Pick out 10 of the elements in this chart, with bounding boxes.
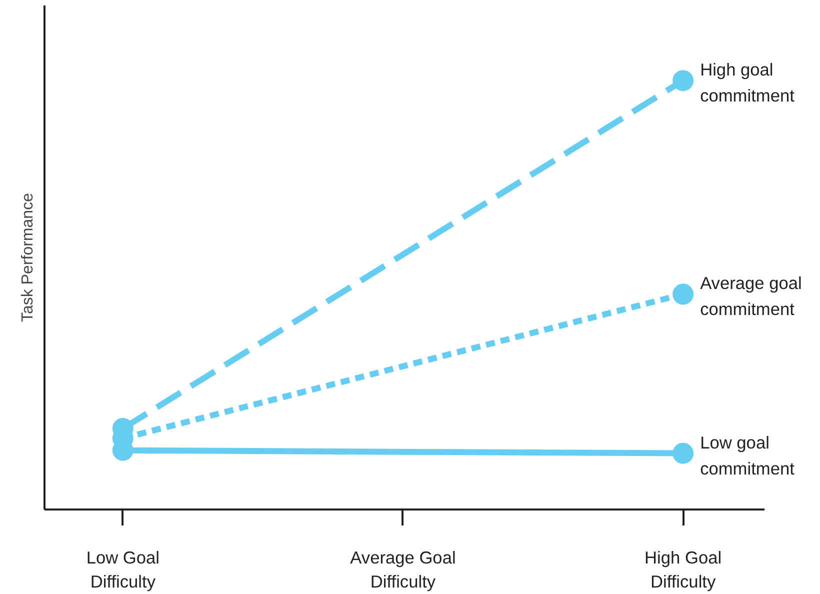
point (672, 284, 694, 305)
point (672, 70, 694, 92)
x-tick-label: Low Goal Difficulty (86, 548, 160, 592)
series-label: Average goal commitment (700, 273, 802, 320)
y-axis-title: Task Performance (20, 192, 36, 322)
series-label: High goal commitment (700, 60, 795, 106)
point (672, 442, 694, 464)
x-tick-label: Average Goal Difficulty (350, 548, 456, 592)
x-tick-label: High Goal Difficulty (644, 548, 722, 592)
series-label: Low goal commitment (700, 432, 795, 478)
